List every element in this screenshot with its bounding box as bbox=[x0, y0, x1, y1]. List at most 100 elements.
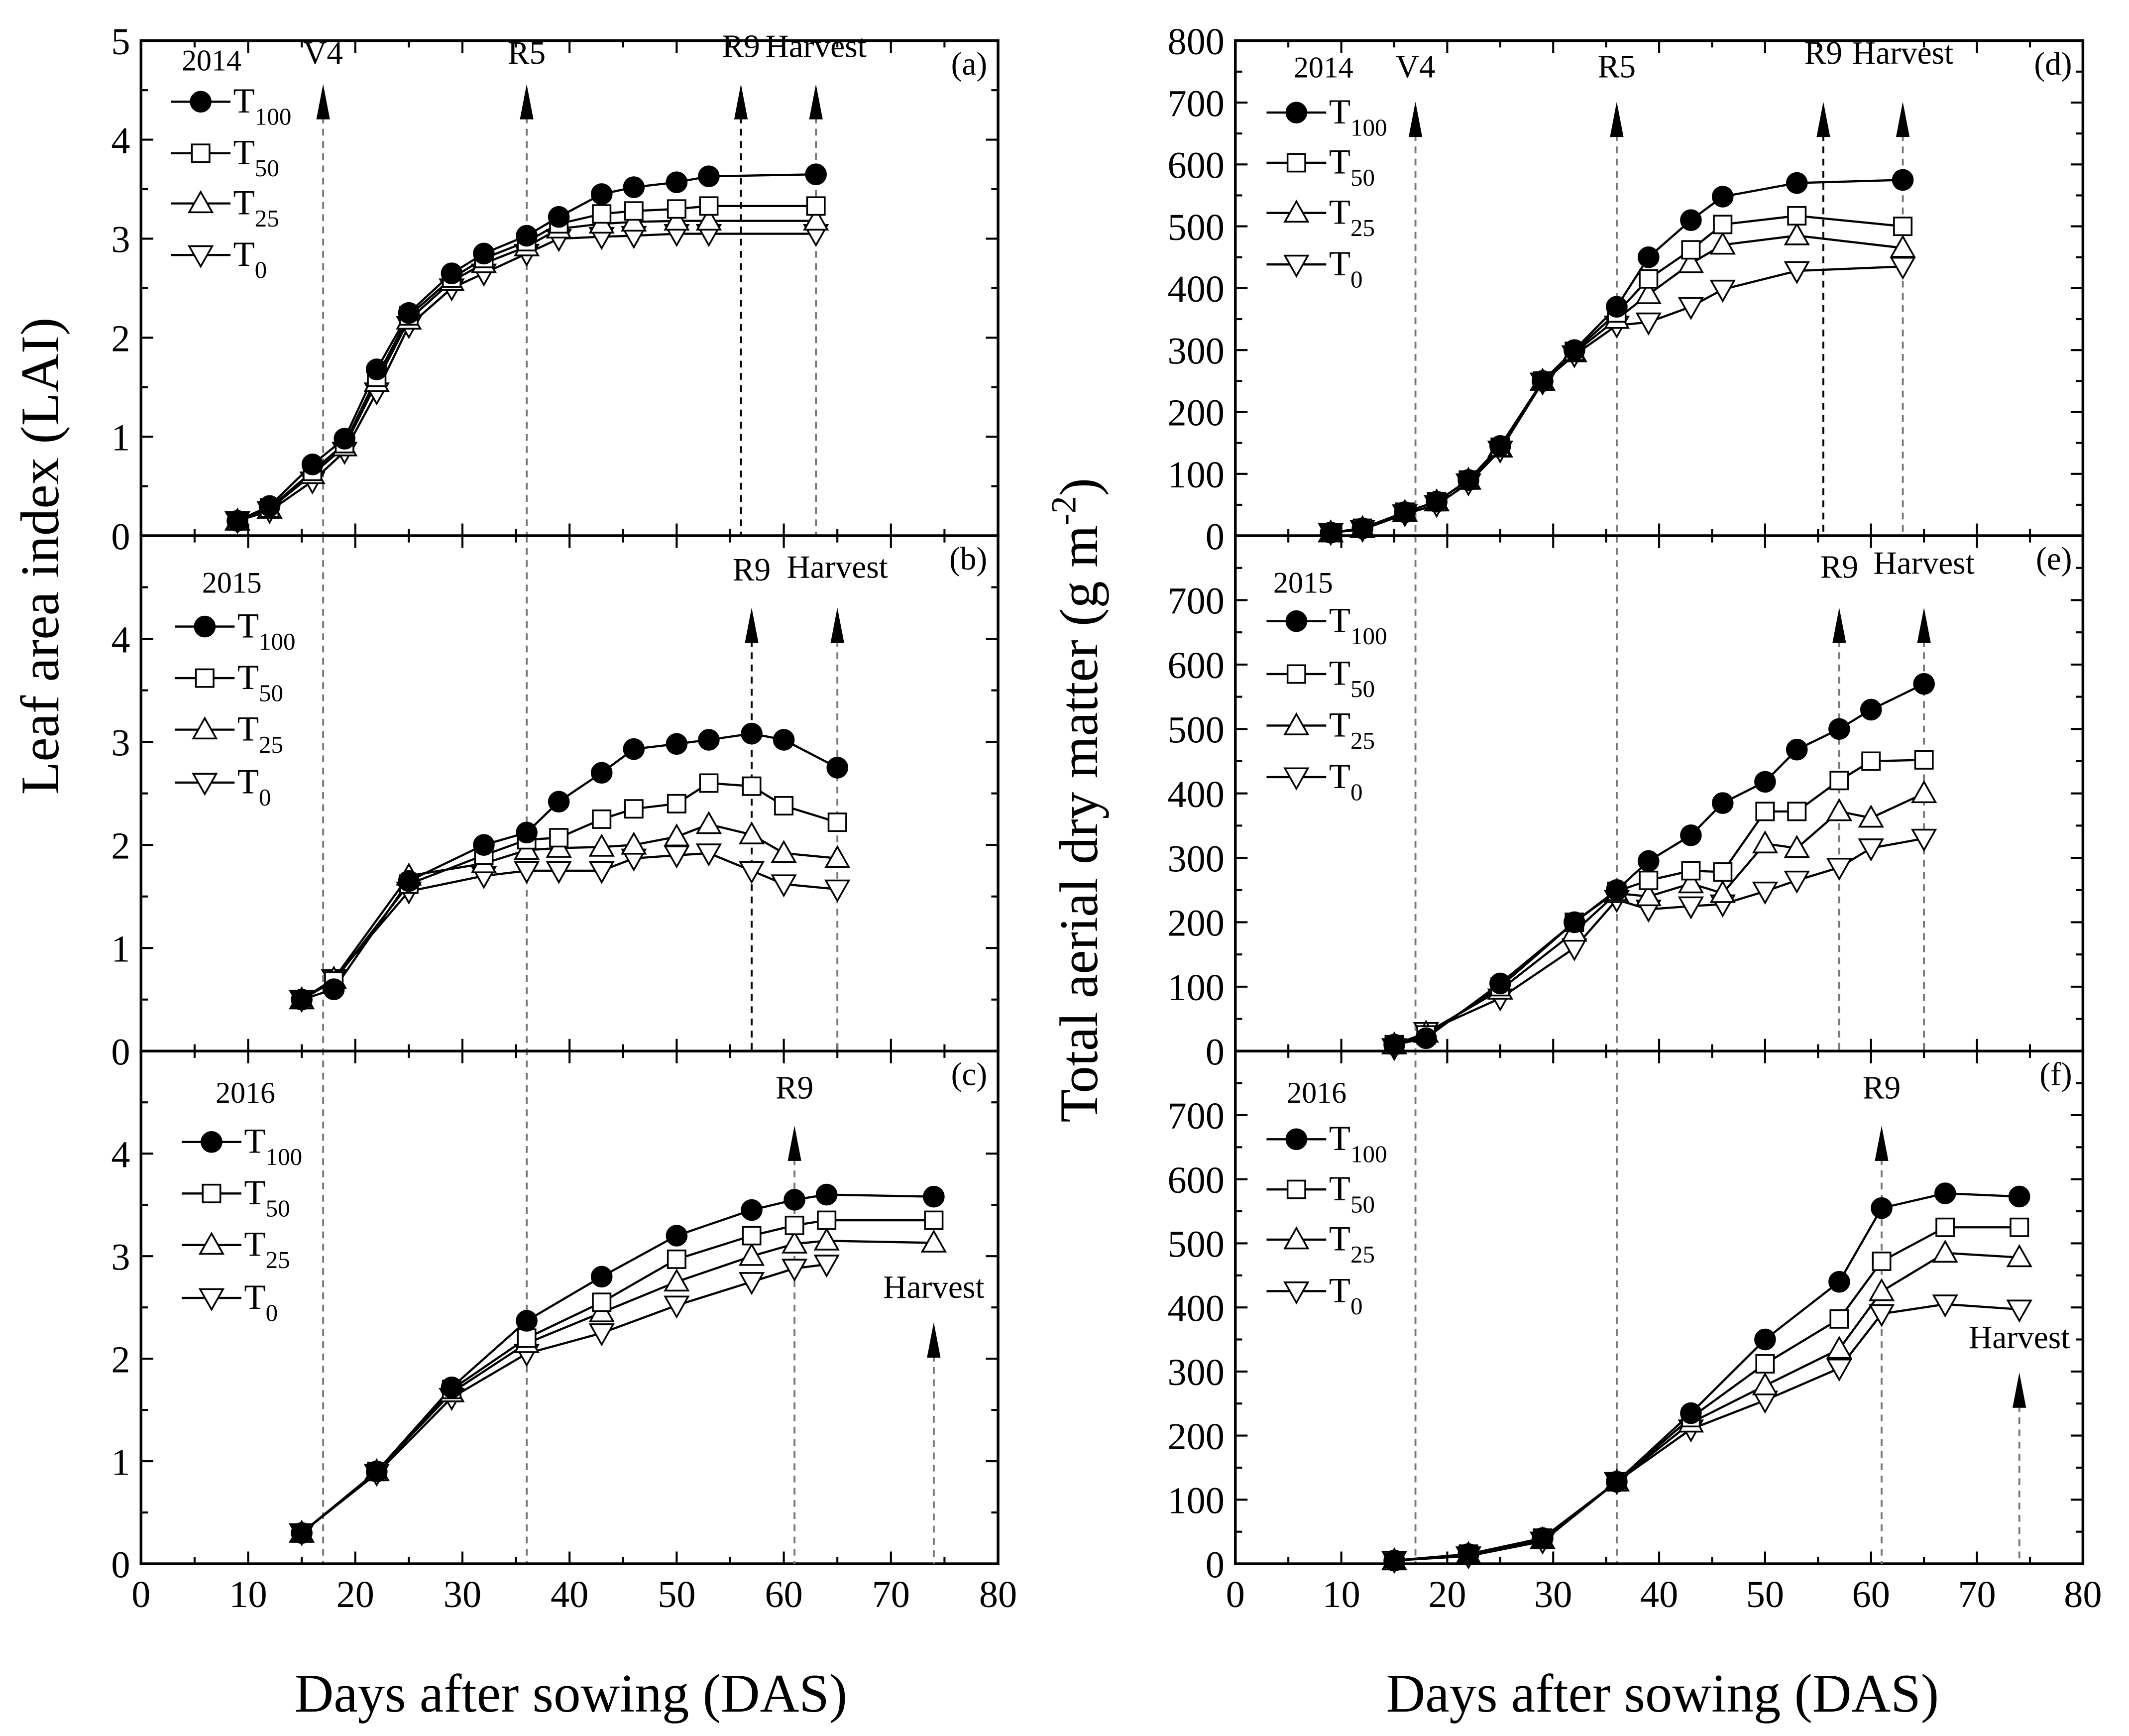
data-point-t50 bbox=[517, 1328, 537, 1348]
y-tick-label: 800 bbox=[1168, 21, 1225, 63]
y-tick-label: 5 bbox=[111, 21, 130, 63]
year-label: 2014 bbox=[182, 44, 241, 77]
data-point-t100 bbox=[826, 757, 848, 779]
data-point-t0 bbox=[1890, 256, 1916, 280]
data-point-t50 bbox=[1639, 269, 1659, 289]
legend-label-sub: 50 bbox=[259, 679, 283, 706]
data-point-t0 bbox=[664, 1295, 690, 1319]
data-point-t50 bbox=[1787, 206, 1807, 226]
arrow-icon bbox=[1610, 102, 1624, 137]
legend-label: T25 bbox=[1329, 1220, 1375, 1269]
data-point-t0 bbox=[1784, 261, 1810, 284]
data-point-t0 bbox=[1858, 838, 1884, 862]
legend-label-base: T bbox=[1329, 93, 1350, 131]
data-point-t100 bbox=[516, 821, 538, 844]
data-point-t100 bbox=[1489, 435, 1511, 457]
data-point-t100 bbox=[1637, 246, 1660, 268]
data-point-t50 bbox=[1872, 1251, 1892, 1271]
y-tick-label: 4 bbox=[111, 120, 130, 162]
data-point-t100 bbox=[441, 262, 463, 284]
legend-label-sub: 0 bbox=[266, 1299, 278, 1326]
arrow-icon bbox=[1875, 1126, 1889, 1161]
y-tick-label: 700 bbox=[1168, 1095, 1225, 1137]
data-point-t25 bbox=[1752, 830, 1779, 854]
y-tick-label: 100 bbox=[1168, 454, 1225, 496]
y-tick-label: 600 bbox=[1168, 145, 1225, 187]
data-point-t0 bbox=[588, 861, 615, 884]
data-point-t0 bbox=[1635, 312, 1662, 336]
data-point-t100 bbox=[741, 1199, 763, 1221]
data-point-t0 bbox=[1784, 870, 1810, 894]
data-point-t100 bbox=[1415, 1027, 1437, 1049]
data-point-t100 bbox=[1871, 1197, 1893, 1219]
legend-label: T50 bbox=[237, 658, 283, 707]
data-point-t100 bbox=[473, 834, 495, 856]
arrow-icon bbox=[830, 607, 844, 643]
y-axis-label-left: Leaf area index (LAI) bbox=[10, 318, 70, 795]
data-point-t100 bbox=[1786, 738, 1808, 761]
data-point-t100 bbox=[698, 729, 720, 751]
data-point-t100 bbox=[1320, 522, 1342, 544]
series-line-t50 bbox=[301, 782, 838, 1001]
data-point-t100 bbox=[516, 225, 538, 247]
legend-label: T100 bbox=[237, 606, 296, 655]
legend-label-base: T bbox=[244, 1122, 265, 1161]
data-point-t100 bbox=[666, 733, 688, 755]
data-point-t100 bbox=[815, 1183, 838, 1206]
data-point-t50 bbox=[827, 812, 847, 832]
arrow-icon bbox=[1832, 607, 1846, 643]
data-point-t100 bbox=[1680, 824, 1702, 846]
legend-marker-open-triangle-up bbox=[187, 190, 214, 214]
legend-label-sub: 100 bbox=[255, 103, 292, 130]
panel-label: (f) bbox=[2039, 1056, 2072, 1092]
data-point-t100 bbox=[1892, 169, 1914, 191]
legend-label-base: T bbox=[1329, 1119, 1350, 1158]
data-point-t100 bbox=[1680, 1402, 1702, 1424]
y-tick-label: 200 bbox=[1168, 392, 1225, 434]
data-point-t100 bbox=[1934, 1182, 1956, 1204]
legend-label-base: T bbox=[237, 606, 259, 645]
stage-label: Harvest bbox=[883, 1270, 984, 1305]
legend-marker-open-triangle-up bbox=[1283, 1226, 1310, 1250]
data-point-t50 bbox=[784, 1215, 804, 1235]
data-point-t100 bbox=[666, 1225, 688, 1247]
data-point-t25 bbox=[781, 1230, 808, 1254]
data-point-t50 bbox=[699, 773, 719, 793]
y-tick-label: 700 bbox=[1168, 580, 1225, 622]
legend-label: T25 bbox=[1329, 705, 1375, 754]
data-point-t100 bbox=[1351, 517, 1373, 539]
data-point-t25 bbox=[2006, 1244, 2032, 1268]
legend-label-base: T bbox=[237, 763, 259, 802]
data-point-t100 bbox=[291, 1522, 313, 1544]
stage-label: R9 bbox=[1804, 35, 1842, 71]
legend-label: T100 bbox=[1329, 601, 1387, 650]
panel-f: 0 10 20 30 40 50 60 70 800100200300400500600700R… bbox=[1168, 1049, 2102, 1616]
data-point-t100 bbox=[1489, 972, 1511, 995]
data-point-t0 bbox=[1932, 1294, 1958, 1318]
y-tick-label: 400 bbox=[1168, 268, 1225, 310]
stage-label: V4 bbox=[1396, 49, 1436, 85]
data-point-t25 bbox=[1858, 805, 1884, 828]
y-tick-label: 400 bbox=[1168, 1287, 1225, 1329]
data-point-t50 bbox=[624, 799, 644, 819]
legend-label: T25 bbox=[1329, 193, 1375, 241]
y-tick-label: 2 bbox=[111, 318, 130, 360]
x-tick-label: 70 bbox=[1958, 1574, 1996, 1616]
legend-marker-open-triangle-down bbox=[1283, 767, 1310, 791]
y-tick-label: 3 bbox=[111, 722, 130, 764]
data-point-t50 bbox=[1713, 215, 1733, 234]
arrow-icon bbox=[2013, 1372, 2026, 1408]
y-tick-label: 2 bbox=[111, 1339, 130, 1381]
data-point-t100 bbox=[1828, 718, 1850, 740]
legend-marker-open-triangle-down bbox=[1283, 254, 1310, 278]
data-point-t0 bbox=[1826, 1358, 1853, 1382]
data-point-t50 bbox=[592, 1292, 612, 1312]
data-point-t25 bbox=[1635, 281, 1662, 304]
legend-label-base: T bbox=[1329, 757, 1350, 796]
data-point-t50 bbox=[1893, 217, 1913, 236]
legend-label-sub: 25 bbox=[266, 1246, 290, 1273]
stage-label: R5 bbox=[1598, 49, 1636, 85]
